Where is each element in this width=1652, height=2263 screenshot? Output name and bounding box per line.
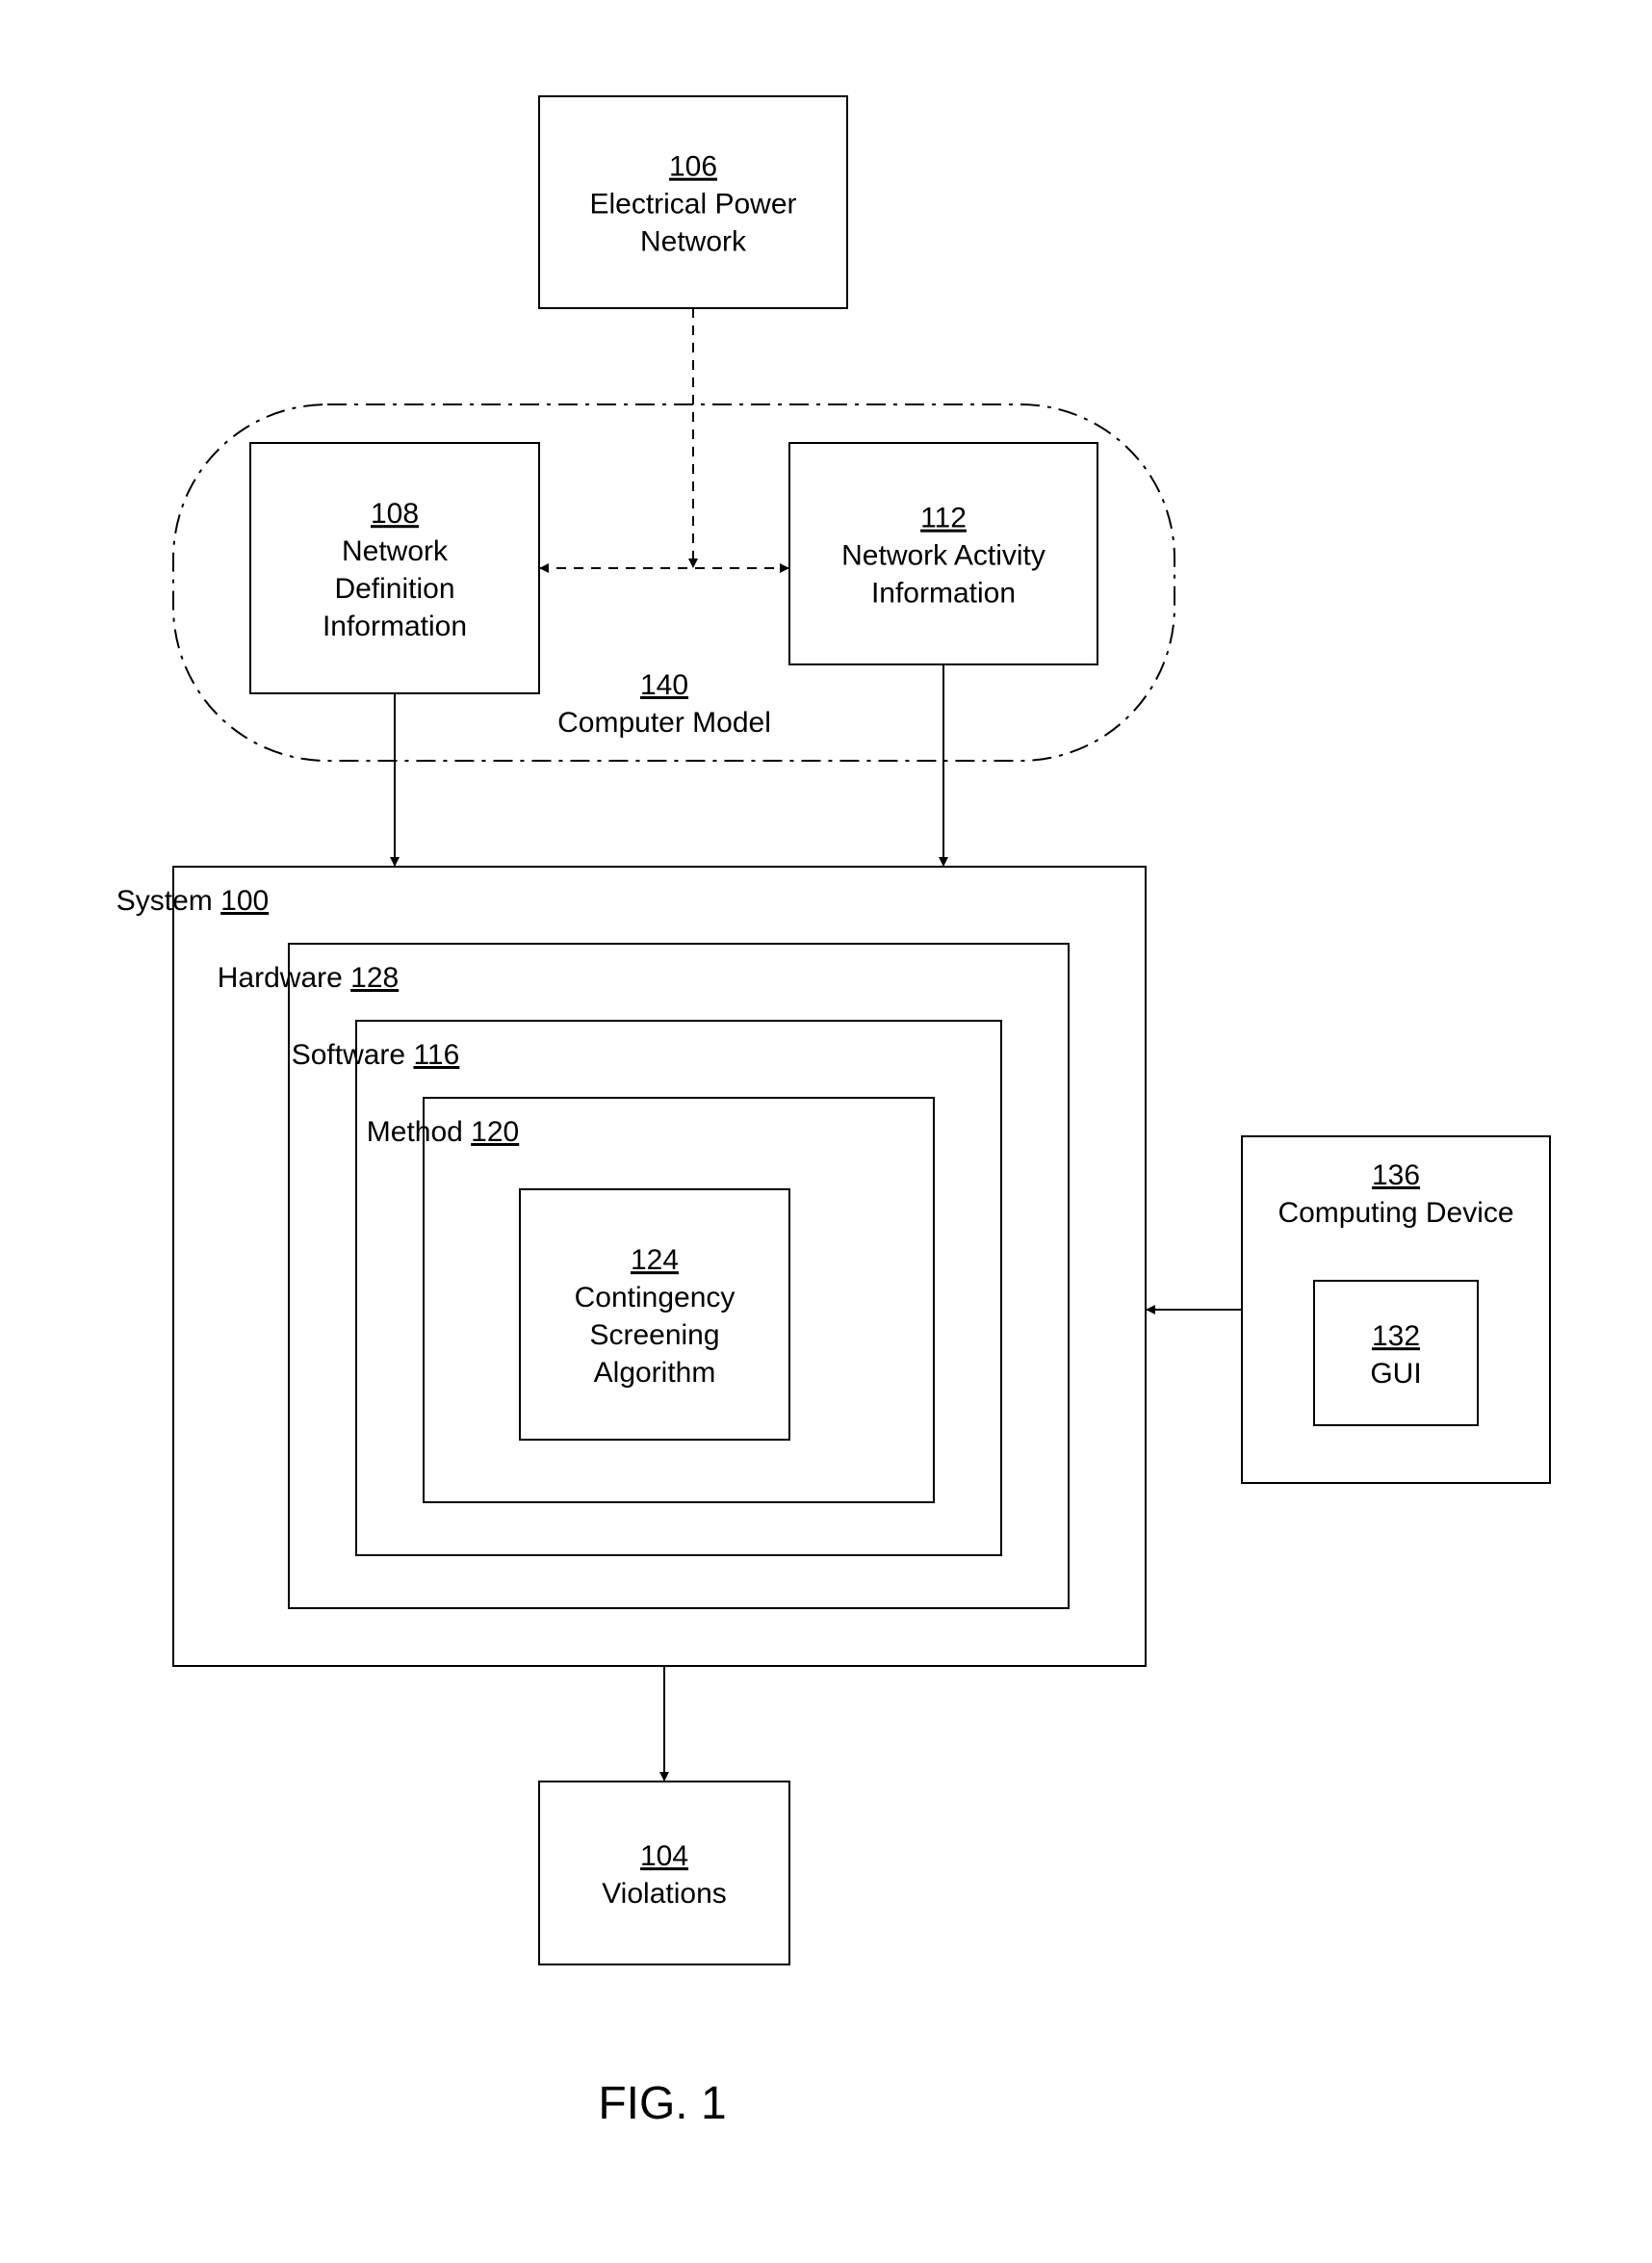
box-contingency-screening-algorithm-line-1: Screening	[589, 1319, 719, 1351]
box-network-activity-info-ref: 112	[920, 503, 967, 534]
box-computing-device-ref: 136	[1372, 1159, 1420, 1191]
box-contingency-screening-algorithm	[520, 1189, 789, 1440]
box-contingency-screening-algorithm-line-0: Contingency	[575, 1282, 736, 1314]
box-gui	[1314, 1281, 1478, 1425]
box-network-activity-info-line-0: Network Activity	[841, 540, 1045, 572]
box-network-activity-info-line-1: Information	[871, 578, 1016, 610]
box-network-definition-info-line-0: Network	[342, 535, 449, 567]
figure-caption: FIG. 1	[598, 2078, 726, 2129]
box-method-label: Method 120	[367, 1116, 519, 1148]
box-network-definition-info	[250, 443, 539, 693]
box-software-label: Software 116	[292, 1039, 460, 1071]
box-violations	[539, 1782, 789, 1964]
box-network-definition-info-line-2: Information	[323, 611, 467, 642]
box-hardware-label: Hardware 128	[218, 962, 399, 994]
box-electrical-power-network-line-0: Electrical Power	[589, 189, 796, 221]
box-electrical-power-network-line-1: Network	[640, 226, 747, 258]
box-violations-line-0: Violations	[602, 1878, 727, 1910]
box-electrical-power-network-ref: 106	[669, 151, 717, 183]
box-gui-line-0: GUI	[1370, 1358, 1421, 1390]
label-computer-model: Computer Model	[557, 707, 771, 739]
box-contingency-screening-algorithm-line-2: Algorithm	[594, 1357, 716, 1389]
box-gui-ref: 132	[1372, 1320, 1420, 1352]
box-computing-device-line: Computing Device	[1278, 1197, 1513, 1229]
box-violations-ref: 104	[640, 1840, 688, 1872]
box-contingency-screening-algorithm-ref: 124	[631, 1244, 679, 1276]
box-system-label: System 100	[116, 885, 269, 917]
box-network-definition-info-line-1: Definition	[334, 573, 454, 605]
label-computer-model-ref: 140	[640, 669, 688, 701]
box-network-definition-info-ref: 108	[371, 498, 419, 530]
